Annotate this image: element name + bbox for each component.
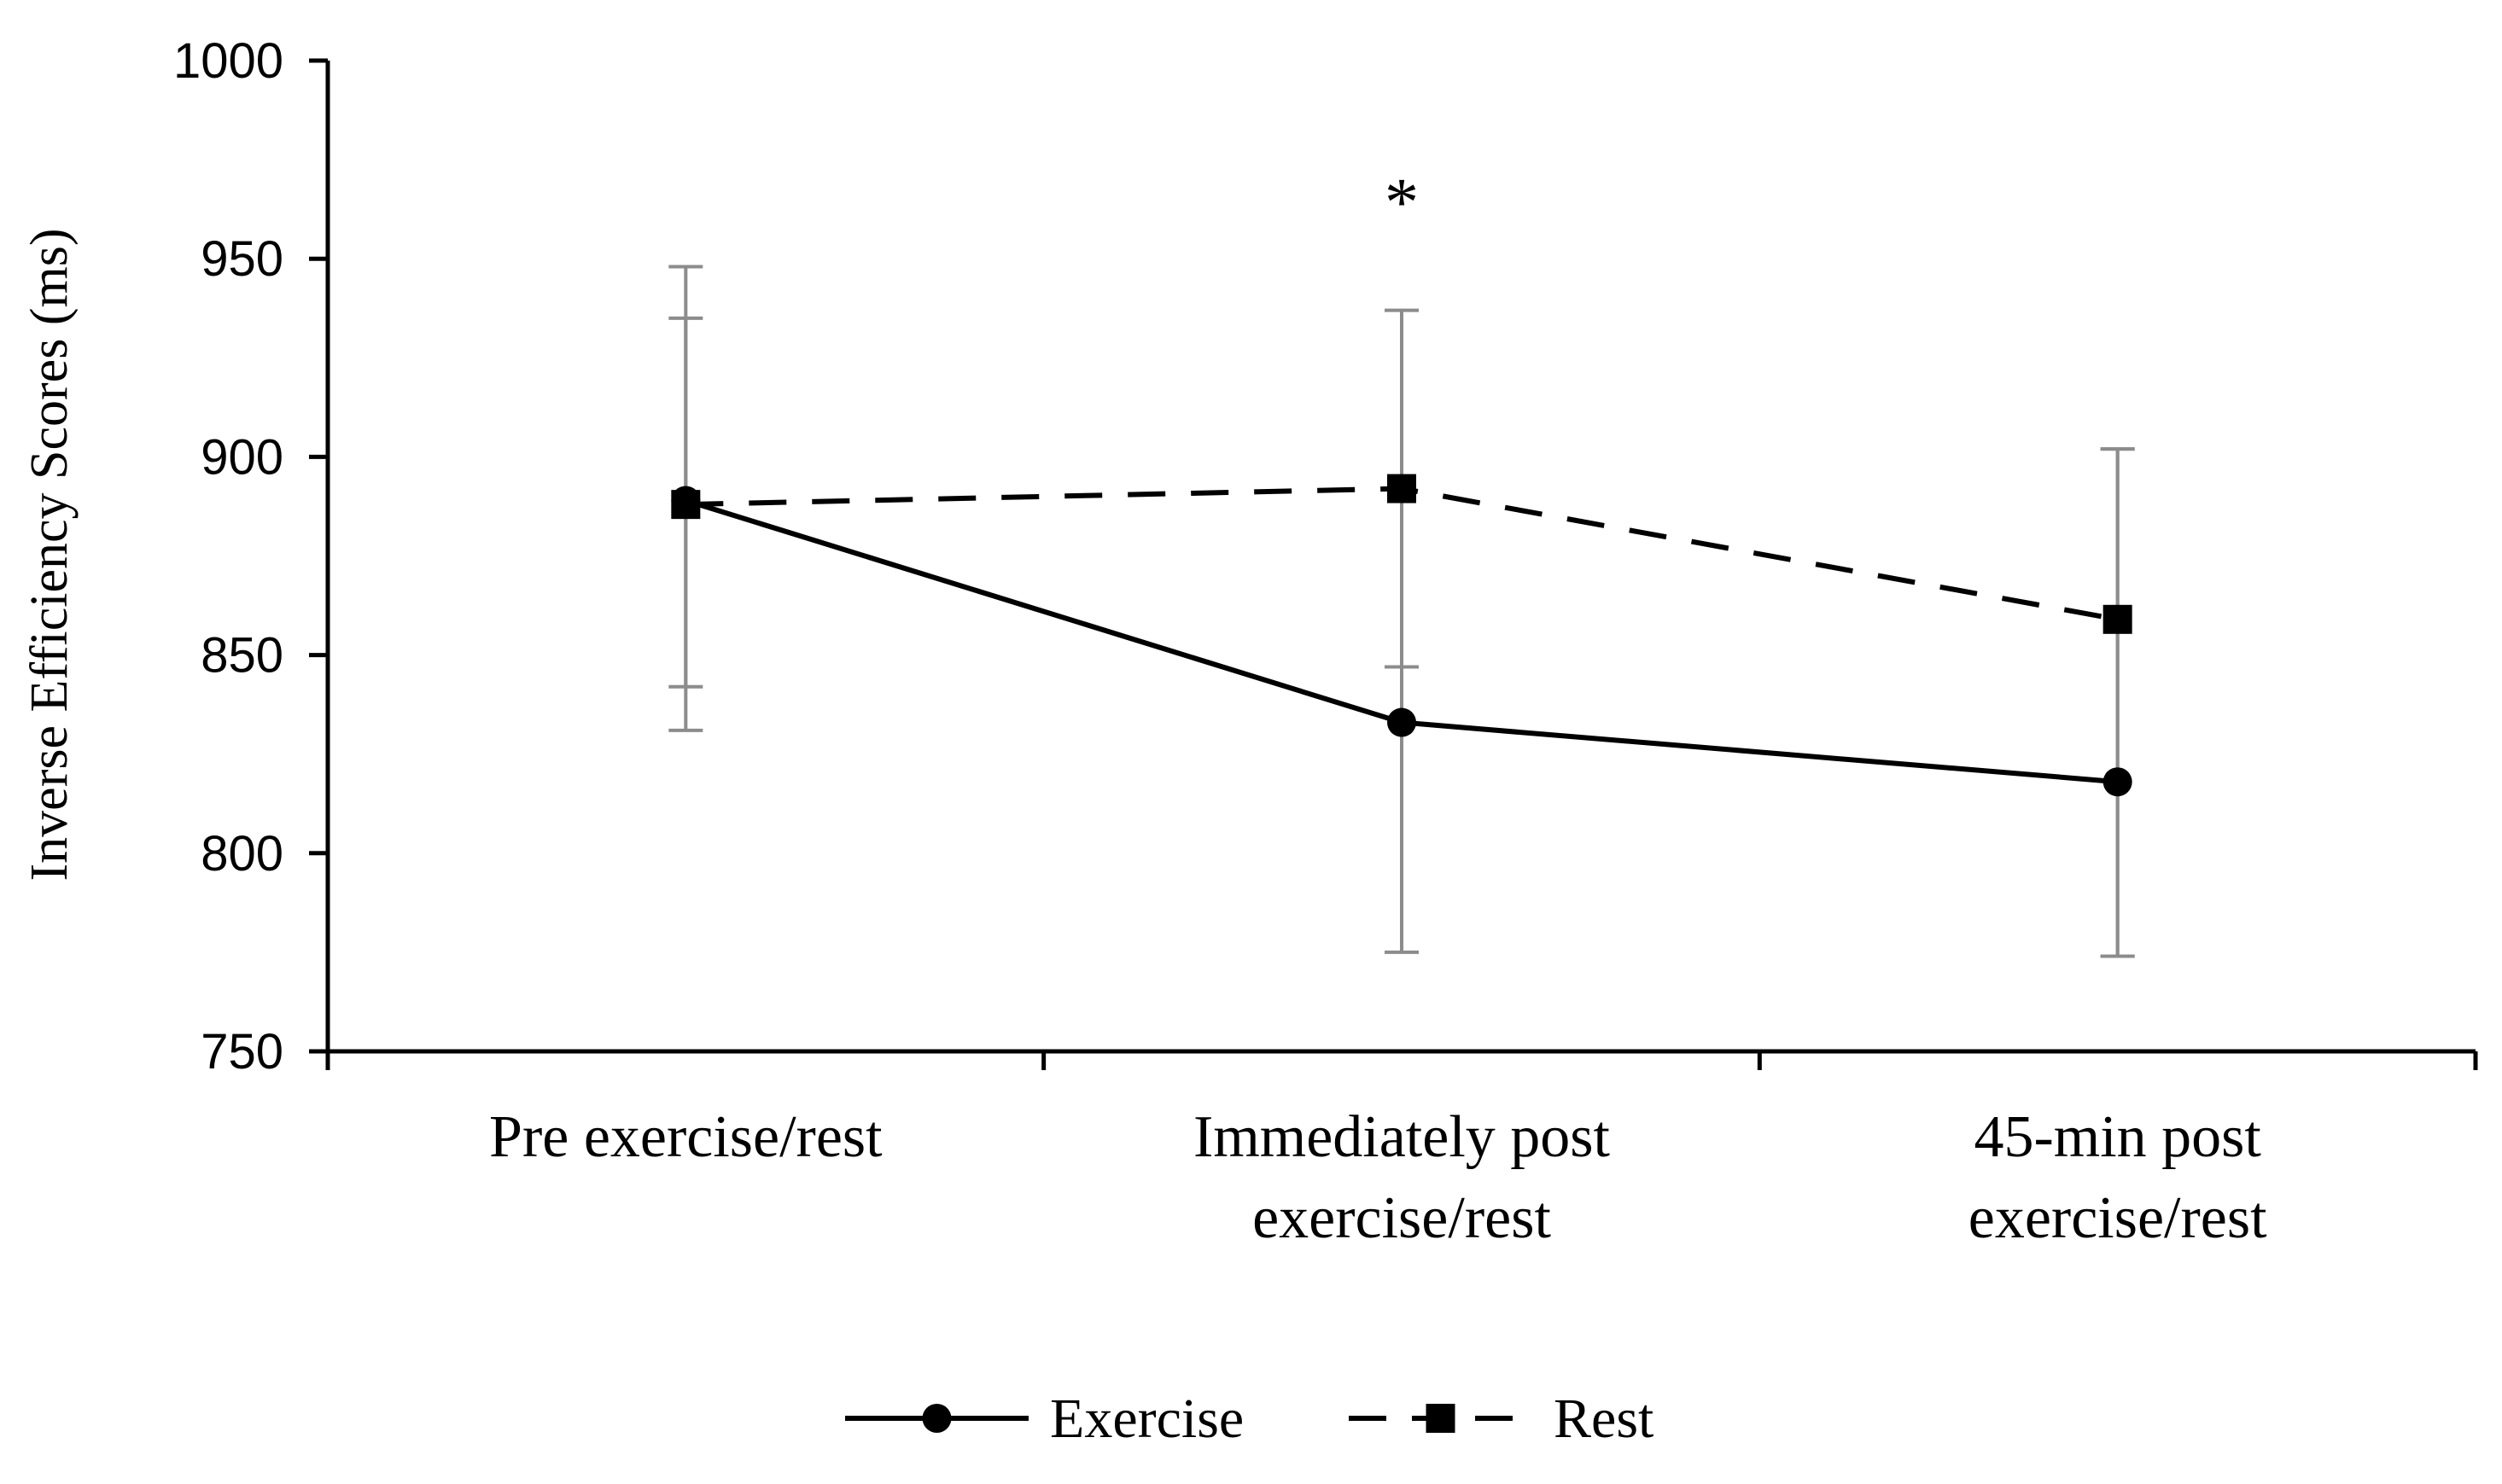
data-markers	[671, 474, 2132, 797]
y-tick-label: 1000	[173, 33, 283, 89]
x-category-label-line: Pre exercise/rest	[489, 1104, 883, 1170]
legend: Exercise Rest	[845, 1388, 1653, 1450]
y-tick-label: 900	[201, 429, 283, 485]
legend-marker-rest	[1426, 1404, 1455, 1433]
y-axis-title: Inverse Efficiency Scores (ms)	[20, 229, 79, 882]
marker-exercise	[1387, 707, 1416, 737]
marker-exercise	[2102, 767, 2132, 797]
legend-label-exercise: Exercise	[1050, 1388, 1244, 1450]
x-category-label: 45-min post exercise/rest	[1968, 1104, 2267, 1251]
x-category-label-line: exercise/rest	[1968, 1185, 2267, 1251]
x-category-label: Immediately post exercise/rest	[1193, 1104, 1611, 1251]
y-axis-ticks: 750 800 850 900 950 1000	[173, 33, 328, 1080]
y-tick-label: 800	[201, 826, 283, 882]
x-axis-ticks	[325, 1051, 2478, 1070]
marker-rest	[671, 490, 701, 520]
marker-rest	[1387, 474, 1416, 503]
annotations: *	[1385, 166, 1419, 241]
legend-marker-exercise	[922, 1404, 952, 1433]
x-category-labels: Pre exercise/rest Immediately post exercis…	[489, 1104, 2267, 1251]
legend-label-rest: Rest	[1554, 1388, 1653, 1450]
y-tick-label: 950	[201, 231, 283, 287]
error-bars	[668, 265, 2135, 958]
y-tick-label: 750	[201, 1024, 283, 1080]
marker-rest	[2102, 604, 2132, 634]
x-category-label-line: 45-min post	[1974, 1104, 2261, 1170]
y-tick-label: 850	[201, 628, 283, 684]
significance-asterisk: *	[1385, 166, 1419, 241]
x-category-label-line: exercise/rest	[1252, 1185, 1551, 1251]
x-category-label-line: Immediately post	[1193, 1104, 1611, 1170]
axes	[325, 61, 2476, 1054]
x-category-label: Pre exercise/rest	[489, 1104, 883, 1170]
